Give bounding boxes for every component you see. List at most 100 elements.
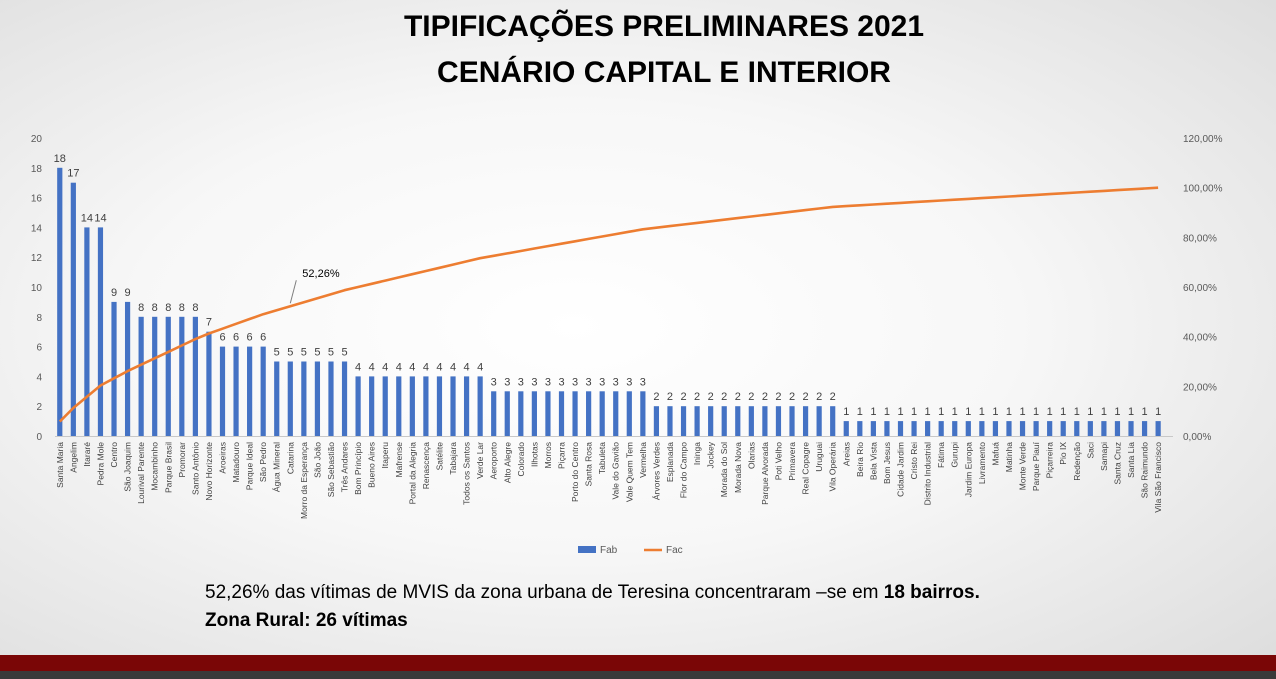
bar [653,406,660,436]
category-label: Flor do Campo [679,442,689,498]
category-label: São Pedro [258,442,268,482]
category-label: Monte Verde [1018,442,1028,490]
bar [192,316,198,436]
category-label: Catarina [285,442,295,474]
bar-value-label: 4 [477,361,483,373]
bar [911,421,917,436]
category-label: Portal da Alegria [407,442,417,505]
bar [247,346,253,436]
category-label: Primavera [787,442,797,481]
category-label: Colorado [516,442,526,477]
bar-value-label: 5 [328,347,334,359]
bar [491,391,497,436]
bar-value-label: 1 [1006,406,1012,418]
bar-value-label: 4 [396,361,402,373]
category-label: São Sebastião [326,442,336,498]
bar-value-label: 6 [247,332,253,344]
title-line-2: CENÁRIO CAPITAL E INTERIOR [437,56,891,89]
bar [260,346,266,436]
category-label: Olarias [746,442,756,469]
bar [1101,421,1107,436]
category-label: Santo Antônio [190,442,200,495]
category-label: Cristo Rei [909,442,919,479]
category-label: Parque Piauí [1031,441,1041,491]
bar [952,421,958,436]
bar [301,361,307,436]
bar [1155,421,1161,436]
category-label: Lourival Parente [136,442,146,504]
bar-value-label: 1 [1019,406,1025,418]
category-label: Santa Maria [55,442,65,488]
bar-value-label: 1 [857,406,863,418]
bar-value-label: 5 [314,347,320,359]
category-label: Cidade Jardim [896,442,906,497]
category-label: Tabuleta [597,442,607,474]
bar [396,376,402,436]
footer-bar [0,655,1276,679]
bar [165,316,171,436]
category-label: Itaperu [380,442,390,469]
category-label: Pio IX [1058,442,1068,465]
category-label: Tabajara [448,442,458,475]
bar-value-label: 2 [789,391,795,403]
bar-value-label: 14 [81,212,93,224]
category-label: Mafrense [394,442,404,478]
bar-value-label: 1 [870,406,876,418]
bar-value-label: 1 [897,406,903,418]
bar-value-label: 5 [287,347,293,359]
left-tick-label: 8 [36,313,42,324]
bar-value-label: 3 [626,376,632,388]
bar-value-label: 2 [680,391,686,403]
bar-value-label: 4 [382,361,388,373]
right-tick-label: 80,00% [1183,233,1217,244]
bar [667,406,673,436]
category-labels: Santa Maria Angelim Itararé Pedra Mole Centr… [55,441,1163,519]
bar-value-label: 1 [925,406,931,418]
bar [1019,421,1026,436]
legend-label-fab: Fab [600,545,618,556]
category-label: Satélite [434,442,444,471]
bar [436,376,443,436]
left-tick-label: 2 [36,402,42,413]
bar [884,421,890,436]
category-label: Matinha [1004,442,1014,473]
category-label: Piçarreira [1045,442,1055,479]
bar-value-label: 9 [125,287,131,299]
bar-value-label: 1 [884,406,890,418]
bar-value-label: 6 [260,332,266,344]
bar-value-label: 1 [1033,406,1039,418]
bar-value-label: 1 [1142,406,1148,418]
bar [762,406,768,436]
category-label: Água Mineral [272,442,282,492]
bar [463,376,470,436]
bar-value-label: 2 [816,391,822,403]
bar [70,182,76,436]
bar [233,346,239,436]
bar [721,406,727,436]
bar-value-label: 8 [152,302,158,314]
category-label: Vila Operária [828,442,838,492]
bar-value-label: 1 [979,406,985,418]
bar-value-label: 1 [1047,406,1053,418]
category-label: Matadouro [231,442,241,483]
bar-value-label: 1 [1060,406,1066,418]
bar-value-label: 6 [219,332,225,344]
category-label: Santa Lia [1126,442,1136,478]
bar-value-label: 1 [1114,406,1120,418]
left-tick-label: 4 [36,372,42,383]
bar [124,301,131,436]
category-label: Bom Jesus [882,442,892,484]
annotation-label: 52,26% [302,268,340,280]
category-label: Árvores Verdes [651,442,661,500]
right-axis-ticks: 0,00% 20,00% 40,00% 60,00% 80,00% 100,00% 120,… [1183,134,1223,443]
category-label: Beira Rio [855,442,865,477]
cumulative-line [58,186,1159,423]
bar-value-label: 3 [518,376,524,388]
bar [1047,421,1053,436]
bar [979,421,985,436]
bar-value-label: 4 [436,361,442,373]
left-axis-ticks: 0 2 4 6 8 10 12 14 16 18 20 [31,134,43,443]
category-label: Uruguai [814,442,824,472]
